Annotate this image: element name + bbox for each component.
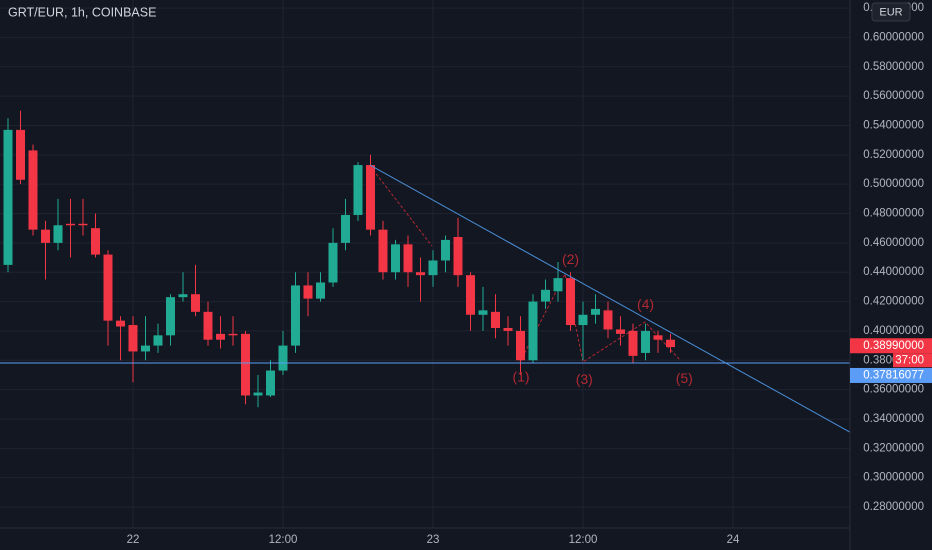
wave-line bbox=[369, 165, 433, 247]
wave-label: (4) bbox=[637, 296, 654, 312]
candle-body bbox=[341, 214, 350, 243]
currency-label[interactable]: EUR bbox=[879, 6, 902, 18]
candle-body bbox=[266, 370, 275, 396]
candle-body bbox=[653, 335, 663, 340]
candle-body bbox=[178, 294, 188, 298]
overlay: (1) (2) (3) (4) (5) bbox=[0, 164, 851, 433]
last-price-label: 0.38990000 bbox=[863, 340, 924, 352]
candle-body bbox=[228, 333, 238, 336]
candle-body bbox=[453, 236, 463, 276]
y-tick-label: 0.60000000 bbox=[863, 31, 924, 43]
countdown-label: 37:00 bbox=[895, 354, 924, 366]
wave-label: (2) bbox=[562, 251, 579, 267]
y-tick-label: 0.54000000 bbox=[863, 120, 924, 132]
candle-body bbox=[553, 278, 563, 292]
candle-body bbox=[328, 242, 338, 283]
y-tick-label: 0.42000000 bbox=[863, 296, 924, 308]
candle-body bbox=[391, 244, 400, 273]
candle-body bbox=[103, 254, 113, 321]
x-tick-label: 22 bbox=[127, 534, 140, 546]
currency-button[interactable] bbox=[871, 2, 911, 22]
candle-body bbox=[116, 320, 125, 327]
y-tick-label: 0.32000000 bbox=[863, 442, 924, 454]
candle-body bbox=[166, 297, 175, 336]
candle-body bbox=[378, 229, 388, 273]
candle-body bbox=[603, 310, 613, 330]
candle-body bbox=[203, 311, 213, 340]
chart-title: GRT/EUR, 1h, COINBASE bbox=[8, 5, 156, 19]
candle-body bbox=[428, 260, 438, 276]
y-tick-label: 0.46000000 bbox=[863, 237, 924, 249]
grid bbox=[0, 0, 850, 528]
wave-lines bbox=[369, 165, 681, 363]
wave-label: (1) bbox=[512, 369, 529, 385]
candle-body bbox=[641, 330, 650, 353]
candle-body bbox=[91, 228, 100, 255]
y-tick-label: 0.44000000 bbox=[863, 266, 924, 278]
candle-body bbox=[291, 285, 300, 346]
y-tick-label: 0.40000000 bbox=[863, 325, 924, 337]
wave-label: (3) bbox=[576, 371, 593, 387]
y-tick-label: 0.56000000 bbox=[863, 90, 924, 102]
candle-body bbox=[66, 223, 75, 226]
candle-body bbox=[153, 335, 163, 346]
candle-body bbox=[216, 333, 225, 340]
x-tick-label: 12:00 bbox=[269, 534, 298, 546]
trendline bbox=[369, 164, 851, 433]
candle-body bbox=[441, 239, 450, 261]
candle-body bbox=[578, 314, 588, 326]
candle-body bbox=[516, 330, 525, 361]
y-tick-label: 0.34000000 bbox=[863, 413, 924, 425]
y-tick-label: 0.50000000 bbox=[863, 178, 924, 190]
candle-body bbox=[528, 301, 538, 361]
candle-body bbox=[278, 345, 288, 371]
hline-price-label: 0.37816077 bbox=[863, 369, 924, 381]
candle-body bbox=[303, 285, 313, 299]
wave-label: (5) bbox=[676, 370, 693, 386]
candle-body bbox=[28, 150, 38, 230]
hline-price-box bbox=[850, 367, 932, 383]
y-tick-label: 0.28000000 bbox=[863, 501, 924, 513]
candle-body bbox=[403, 244, 413, 273]
y-tick-label: 0.52000000 bbox=[863, 149, 924, 161]
wave-line bbox=[519, 272, 681, 363]
candle-body bbox=[591, 308, 600, 315]
y-tick-label: 0.30000000 bbox=[863, 472, 924, 484]
candle-body bbox=[316, 282, 325, 299]
candle-body bbox=[78, 223, 88, 226]
candle-body bbox=[3, 129, 13, 265]
candle-body bbox=[366, 165, 375, 230]
candle-body bbox=[628, 330, 638, 356]
y-tick-label: 0.48000000 bbox=[863, 208, 924, 220]
y-tick-label: 0.58000000 bbox=[863, 61, 924, 73]
candle-body bbox=[191, 294, 200, 312]
x-tick-label: 12:00 bbox=[569, 534, 598, 546]
candle-body bbox=[466, 275, 475, 315]
candle-body bbox=[541, 289, 550, 302]
candle-body bbox=[141, 345, 150, 352]
candle-body bbox=[503, 327, 513, 331]
candle-body bbox=[241, 333, 250, 396]
candle-body bbox=[616, 329, 625, 334]
candle-body bbox=[491, 311, 500, 328]
x-tick-label: 23 bbox=[427, 534, 440, 546]
candles bbox=[3, 110, 675, 408]
axes: 0.28000000 0.30000000 0.32000000 0.34000000… bbox=[127, 2, 932, 546]
candle-body bbox=[478, 310, 488, 315]
candle-body bbox=[416, 272, 425, 276]
candle-body bbox=[41, 229, 50, 243]
candle-body bbox=[566, 278, 575, 326]
candle-body bbox=[353, 165, 363, 215]
candle-body bbox=[666, 339, 675, 348]
y-tick-label: 0.36000000 bbox=[863, 384, 924, 396]
candle-body bbox=[16, 129, 25, 180]
last-price-box bbox=[850, 338, 932, 354]
candle-body bbox=[53, 225, 63, 243]
candle-body bbox=[253, 392, 263, 396]
x-tick-label: 24 bbox=[727, 534, 740, 546]
countdown-box bbox=[893, 353, 932, 368]
candle-body bbox=[128, 325, 138, 352]
